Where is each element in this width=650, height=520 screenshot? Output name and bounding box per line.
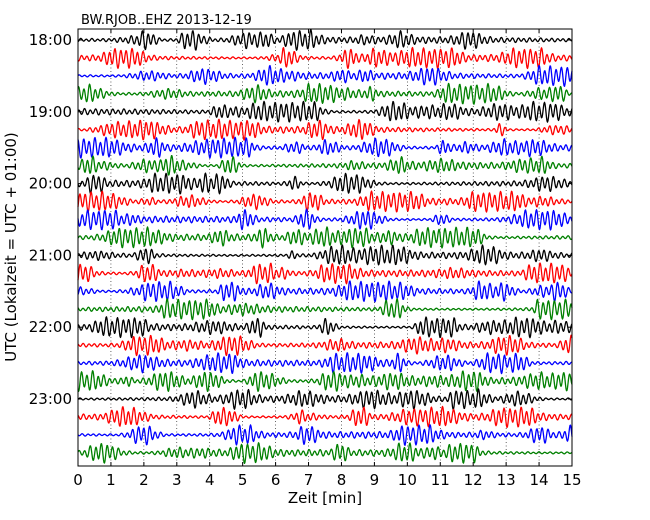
x-axis-label: Zeit [min] bbox=[288, 489, 362, 507]
x-tick-label: 6 bbox=[271, 471, 281, 489]
x-tick-label: 0 bbox=[73, 471, 83, 489]
trace-line bbox=[77, 29, 573, 51]
trace-line bbox=[77, 442, 573, 464]
y-tick-label: 20:00 bbox=[29, 175, 72, 193]
trace-line bbox=[77, 370, 573, 393]
trace-line bbox=[77, 226, 573, 249]
x-tick-label: 10 bbox=[398, 471, 417, 489]
chart-title: BW.RJOB..EHZ 2013-12-19 bbox=[81, 13, 252, 28]
x-tick-label: 8 bbox=[337, 471, 347, 489]
x-ticks: 0 1 2 3 4 5 6 7 8 9 10 11 12 13 14 15 bbox=[73, 29, 582, 489]
trace-group bbox=[77, 29, 573, 464]
trace-line bbox=[77, 172, 573, 195]
trace-line bbox=[77, 154, 573, 176]
trace-line bbox=[77, 388, 573, 410]
x-tick-label: 5 bbox=[238, 471, 248, 489]
trace-line bbox=[77, 334, 573, 357]
x-tick-label: 4 bbox=[205, 471, 215, 489]
x-tick-label: 14 bbox=[530, 471, 549, 489]
y-ticks: 18:00 19:00 20:00 21:00 22:00 23:00 bbox=[29, 31, 572, 408]
trace-line bbox=[77, 262, 573, 285]
trace-line bbox=[77, 316, 573, 339]
trace-line bbox=[77, 46, 573, 70]
trace-line bbox=[77, 190, 573, 213]
trace-line bbox=[77, 244, 573, 266]
trace-line bbox=[77, 64, 573, 87]
x-tick-label: 7 bbox=[304, 471, 314, 489]
x-tick-label: 9 bbox=[370, 471, 380, 489]
trace-line bbox=[77, 280, 573, 303]
trace-line bbox=[77, 208, 573, 231]
trace-line bbox=[77, 424, 573, 446]
plot-frame bbox=[77, 28, 573, 467]
trace-line bbox=[77, 82, 573, 105]
x-tick-label: 12 bbox=[464, 471, 483, 489]
x-tick-label: 15 bbox=[562, 471, 581, 489]
y-tick-label: 19:00 bbox=[29, 103, 72, 121]
x-tick-label: 2 bbox=[139, 471, 149, 489]
minute-grid bbox=[110, 29, 540, 466]
trace-line bbox=[77, 405, 573, 429]
trace-line bbox=[77, 352, 573, 375]
trace-line bbox=[77, 298, 573, 321]
y-tick-label: 23:00 bbox=[29, 390, 72, 408]
trace-line bbox=[77, 100, 573, 123]
y-tick-label: 22:00 bbox=[29, 318, 72, 336]
x-tick-label: 1 bbox=[106, 471, 116, 489]
y-tick-label: 21:00 bbox=[29, 246, 72, 264]
x-tick-label: 13 bbox=[497, 471, 516, 489]
trace-line bbox=[77, 136, 573, 159]
x-tick-label: 11 bbox=[431, 471, 450, 489]
y-axis-label: UTC (Lokalzeit = UTC + 01:00) bbox=[2, 132, 20, 362]
y-tick-label: 18:00 bbox=[29, 31, 72, 49]
trace-line bbox=[77, 118, 573, 141]
x-tick-label: 3 bbox=[172, 471, 182, 489]
